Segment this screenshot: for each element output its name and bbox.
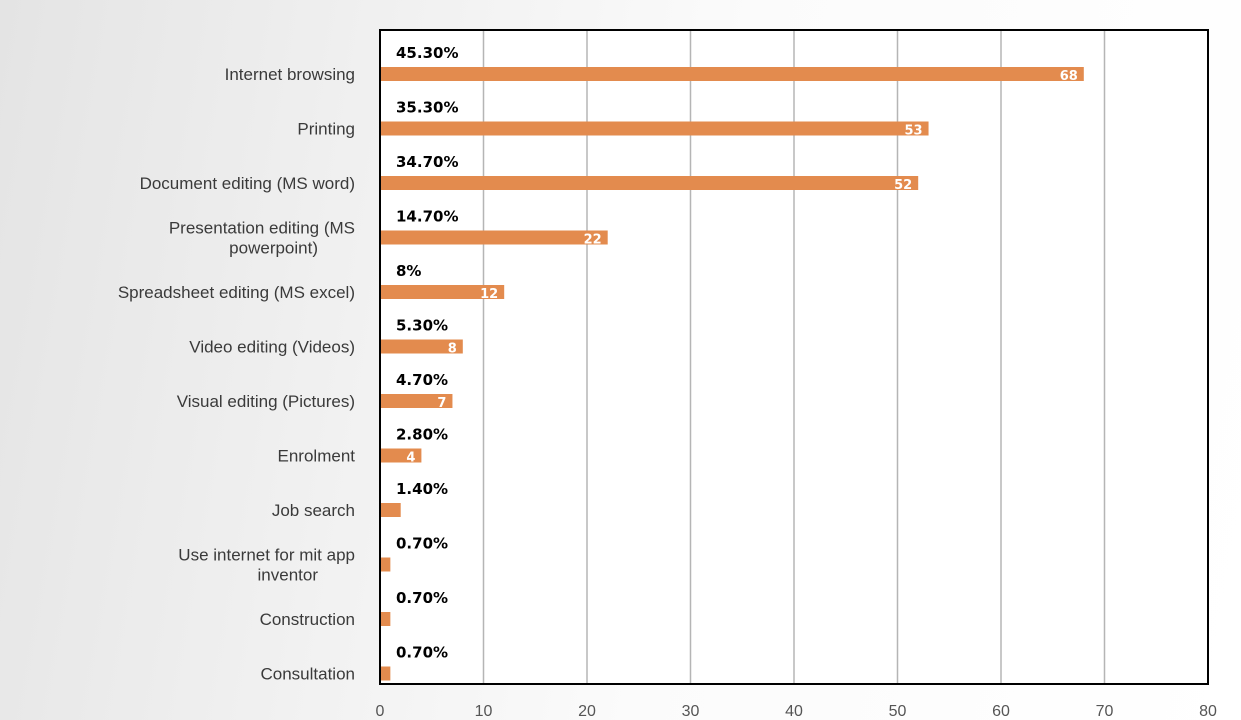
category-label-line: Presentation editing (MS bbox=[169, 219, 355, 238]
bar bbox=[380, 503, 401, 517]
percent-label: 14.70% bbox=[396, 208, 458, 226]
category-label: Enrolment bbox=[278, 447, 356, 466]
category-label: Spreadsheet editing (MS excel) bbox=[118, 283, 355, 302]
bar bbox=[380, 448, 422, 463]
category-label: Video editing (Videos) bbox=[189, 338, 355, 357]
percent-label: 1.40% bbox=[396, 480, 448, 498]
bar bbox=[380, 285, 505, 299]
x-tick-label: 10 bbox=[475, 703, 493, 720]
category-label: Visual editing (Pictures) bbox=[177, 392, 355, 411]
x-tick-label: 30 bbox=[682, 703, 700, 720]
bar bbox=[380, 557, 391, 572]
category-label-line: Job search bbox=[272, 501, 355, 520]
value-label: 7 bbox=[437, 396, 446, 411]
category-label: Construction bbox=[260, 610, 355, 629]
percent-label: 4.70% bbox=[396, 371, 448, 389]
percent-label: 0.70% bbox=[396, 644, 448, 662]
category-label-line: Consultation bbox=[260, 665, 355, 684]
bar bbox=[380, 394, 453, 408]
category-label-line: Enrolment bbox=[278, 447, 356, 466]
bar bbox=[380, 339, 463, 354]
percent-label: 0.70% bbox=[396, 589, 448, 607]
bar bbox=[380, 176, 919, 190]
bar bbox=[380, 67, 1084, 81]
x-tick-label: 60 bbox=[992, 703, 1010, 720]
value-label: 4 bbox=[406, 451, 415, 466]
category-label-line: powerpoint) bbox=[229, 239, 318, 258]
x-tick-label: 80 bbox=[1199, 703, 1217, 720]
value-label: 53 bbox=[904, 124, 922, 139]
x-tick-label: 20 bbox=[578, 703, 596, 720]
percent-label: 2.80% bbox=[396, 426, 448, 444]
percent-label: 45.30% bbox=[396, 44, 458, 62]
category-label-line: Internet browsing bbox=[225, 65, 355, 84]
plot-border bbox=[379, 29, 1209, 685]
value-label: 8 bbox=[448, 342, 457, 357]
category-label: Consultation bbox=[260, 665, 355, 684]
x-tick-label: 40 bbox=[785, 703, 803, 720]
x-tick-label: 0 bbox=[376, 703, 385, 720]
category-label-line: Use internet for mit app bbox=[178, 546, 355, 565]
value-label: 12 bbox=[480, 287, 498, 302]
percent-label: 35.30% bbox=[396, 99, 458, 117]
category-label-line: inventor bbox=[258, 566, 319, 585]
bar bbox=[380, 230, 608, 245]
x-tick-label: 50 bbox=[889, 703, 907, 720]
percent-label: 0.70% bbox=[396, 535, 448, 553]
x-tick-label: 70 bbox=[1096, 703, 1114, 720]
category-label: Document editing (MS word) bbox=[140, 174, 355, 193]
category-label-line: Construction bbox=[260, 610, 355, 629]
category-label-line: Printing bbox=[297, 120, 355, 139]
category-label-line: Spreadsheet editing (MS excel) bbox=[118, 283, 355, 302]
bar bbox=[380, 121, 929, 136]
percent-label: 34.70% bbox=[396, 153, 458, 171]
category-label-line: Video editing (Videos) bbox=[189, 338, 355, 357]
category-label-line: Document editing (MS word) bbox=[140, 174, 355, 193]
value-label: 68 bbox=[1060, 69, 1078, 84]
category-label-line: Visual editing (Pictures) bbox=[177, 392, 355, 411]
bar bbox=[380, 612, 391, 626]
category-label: Use internet for mit app inventor bbox=[178, 546, 355, 585]
category-label: Internet browsing bbox=[225, 65, 355, 84]
percent-label: 8% bbox=[396, 262, 421, 280]
category-label: Presentation editing (MS powerpoint) bbox=[169, 219, 355, 258]
bar bbox=[380, 666, 391, 681]
percent-label: 5.30% bbox=[396, 317, 448, 335]
category-label: Printing bbox=[297, 120, 355, 139]
category-label: Job search bbox=[272, 501, 355, 520]
value-label: 52 bbox=[894, 178, 912, 193]
value-label: 22 bbox=[584, 233, 602, 248]
